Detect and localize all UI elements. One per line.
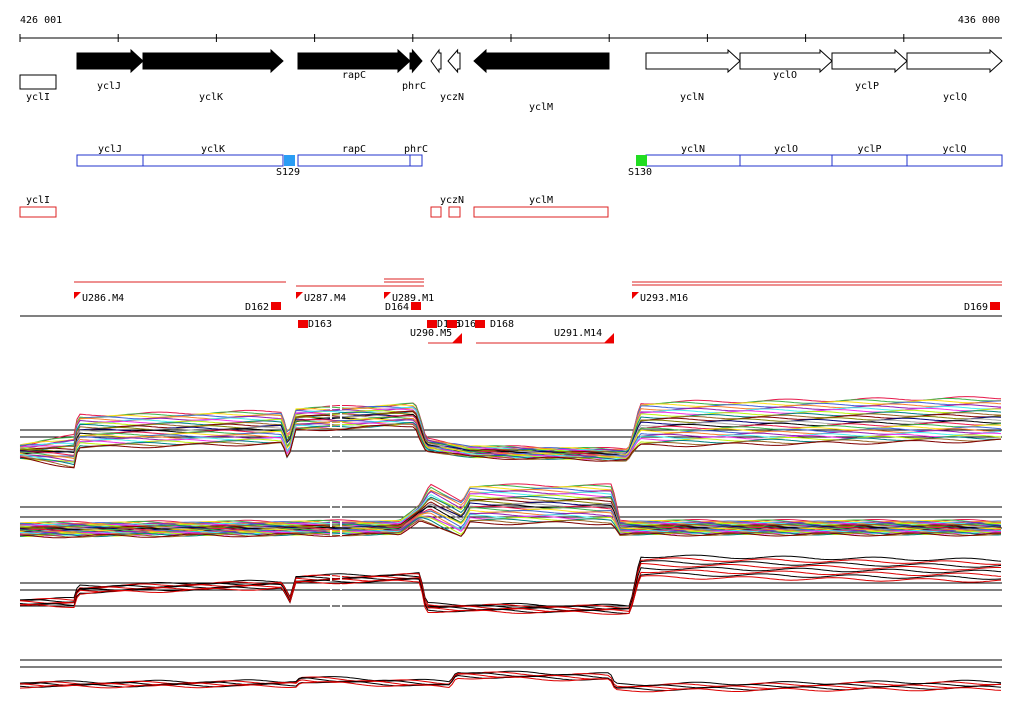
- expression-line: [19, 560, 1002, 610]
- gene-label: yclI: [26, 92, 50, 103]
- cds-box: [142, 154, 284, 167]
- expression-line: [19, 676, 1002, 693]
- segment-label: U287.M4: [304, 293, 346, 304]
- gene-arrow: [430, 48, 442, 74]
- segment-marker: [411, 302, 421, 310]
- cds-label: yclJ: [98, 144, 122, 155]
- expression-line: [19, 520, 1002, 539]
- site-label: S130: [628, 167, 652, 178]
- segment-label: D163: [308, 319, 332, 330]
- rna-box: [19, 206, 57, 218]
- cds-box: [409, 154, 423, 167]
- segment-label: D168: [490, 319, 514, 330]
- segment-marker: [475, 320, 485, 328]
- gene-label: yclK: [199, 92, 223, 103]
- segment-label: D164: [385, 302, 409, 313]
- rna-box: [473, 206, 609, 218]
- rna-label: yclM: [529, 195, 553, 206]
- segment-flag: [452, 333, 462, 343]
- cds-label: yclK: [201, 144, 225, 155]
- expression-line: [19, 519, 1002, 538]
- cds-box: [297, 154, 411, 167]
- expression-line: [19, 575, 1002, 615]
- gene-label: yclN: [680, 92, 704, 103]
- expression-line: [20, 410, 1002, 454]
- segment-label: U290.M5: [410, 328, 452, 339]
- axis-end: 436 000: [958, 15, 1000, 26]
- segment-label: U289.M1: [392, 293, 434, 304]
- segment-flag: [384, 292, 391, 299]
- expression-line: [19, 512, 1002, 536]
- cds-box: [739, 154, 833, 167]
- gene-arrow: [739, 48, 833, 74]
- gene-label: rapC: [342, 70, 366, 81]
- gene-arrow: [831, 48, 908, 74]
- segment-flag: [604, 333, 614, 343]
- cds-label: rapC: [342, 144, 366, 155]
- segment-marker: [298, 320, 308, 328]
- cds-label: yclN: [681, 144, 705, 155]
- site-box: [284, 155, 295, 166]
- gene-label: phrC: [402, 81, 426, 92]
- segment-marker: [990, 302, 1000, 310]
- segment-flag: [296, 292, 303, 299]
- expression-line: [19, 420, 1002, 463]
- expression-line: [19, 425, 1002, 469]
- segment-marker: [447, 320, 457, 328]
- segment-flag: [74, 292, 81, 299]
- segment-label: U293.M16: [640, 293, 688, 304]
- gene-label: yczN: [440, 92, 464, 103]
- rna-box: [430, 206, 442, 218]
- segment-label: D162: [245, 302, 269, 313]
- axis-start: 426 001: [20, 15, 62, 26]
- expression-line: [19, 423, 1002, 468]
- cds-label: yclP: [857, 144, 881, 155]
- segment-label: U286.M4: [82, 293, 124, 304]
- cds-label: phrC: [404, 144, 428, 155]
- cds-label: yclO: [774, 144, 798, 155]
- gene-label: yclJ: [97, 81, 121, 92]
- gene-arrow: [76, 48, 144, 74]
- gene-arrow: [447, 48, 461, 74]
- gene-label: yclM: [529, 102, 553, 113]
- cds-box: [645, 154, 741, 167]
- gene-label: yclO: [773, 70, 797, 81]
- segment-marker: [427, 320, 437, 328]
- cds-label: yclQ: [942, 144, 966, 155]
- cds-box: [831, 154, 908, 167]
- segment-flag: [632, 292, 639, 299]
- gene-arrow: [142, 48, 284, 74]
- site-box: [636, 155, 647, 166]
- gene-arrow: [645, 48, 741, 74]
- rna-box: [448, 206, 461, 218]
- rna-label: yczN: [440, 195, 464, 206]
- expression-line: [19, 484, 1002, 526]
- rna-label: yclI: [26, 195, 50, 206]
- cds-box: [906, 154, 1003, 167]
- expression-line: [20, 554, 1002, 608]
- gene-arrow: [473, 48, 610, 74]
- segment-marker: [271, 302, 281, 310]
- gene-arrow: [409, 48, 423, 74]
- segment-label: D169: [964, 302, 988, 313]
- gene-arrow: [297, 48, 411, 74]
- gene-label: yclP: [855, 81, 879, 92]
- segment-label: U291.M14: [554, 328, 602, 339]
- segment-label: D166: [458, 319, 482, 330]
- expression-line: [19, 500, 1002, 531]
- cds-box: [76, 154, 144, 167]
- gene-box: [19, 74, 57, 90]
- expression-line: [19, 509, 1002, 535]
- gene-arrow: [906, 48, 1003, 74]
- expression-line: [20, 569, 1002, 613]
- site-label: S129: [276, 167, 300, 178]
- expression-line: [19, 562, 1001, 611]
- gene-label: yclQ: [943, 92, 967, 103]
- expression-line: [19, 422, 1002, 463]
